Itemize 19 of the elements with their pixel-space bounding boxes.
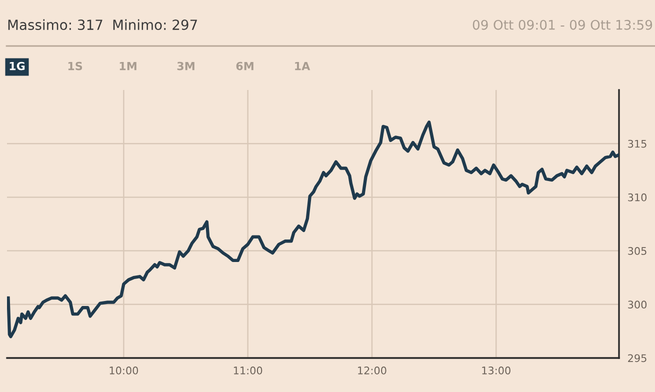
x-tick-label: 11:00 [234,366,262,374]
text: 1G [10,62,25,70]
text: 6M [236,62,254,70]
text: 3M [177,62,194,70]
y-tick-label: 315 [628,140,646,148]
text: 09 Ott 09:01 - 09 Ott 13:59 [472,20,652,30]
text: Massimo: 317 [8,19,102,30]
text: 1S [68,62,82,70]
line-series [7,120,619,338]
y-tick-label: 305 [628,247,646,255]
x-tick-label: 10:00 [110,366,138,374]
y-tick-label: 310 [628,193,647,202]
text: Minimo: 297 [113,19,197,30]
text: 1M [120,62,136,70]
x-tick-label: 13:00 [482,366,510,374]
y-tick-label: 295 [628,354,646,362]
x-tick-label: 12:00 [358,366,386,374]
y-tick-label: 300 [628,300,647,309]
text: 1A [295,62,310,70]
